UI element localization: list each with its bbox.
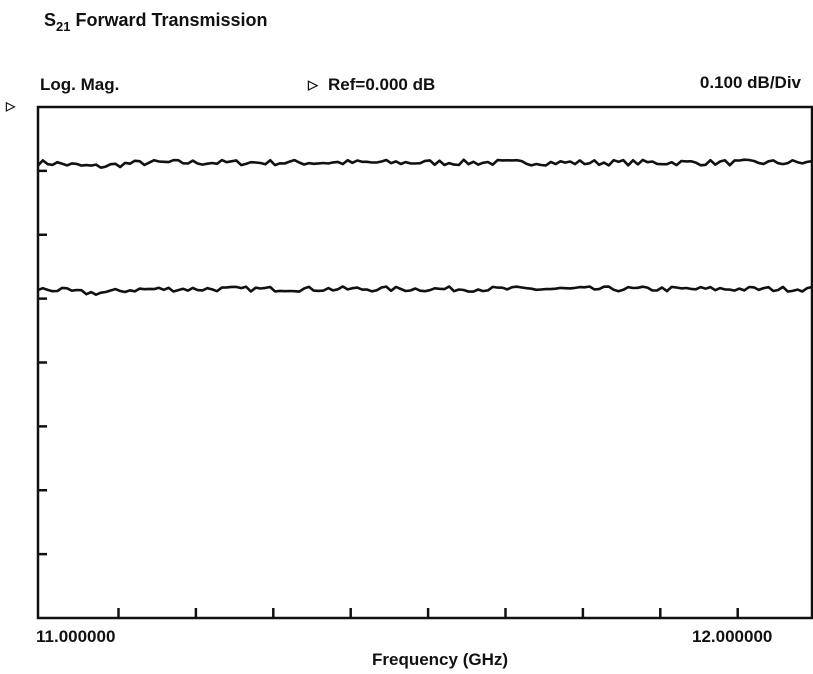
chart-title: S21 Forward Transmission xyxy=(44,10,268,34)
title-rest: Forward Transmission xyxy=(75,10,268,30)
x-ticks xyxy=(117,608,739,618)
traces xyxy=(37,158,813,296)
reference-text: Ref=0.000 dB xyxy=(328,75,436,94)
plot-frame xyxy=(36,105,813,620)
reference-position-icon: ▷ xyxy=(6,99,16,113)
title-subscript: 21 xyxy=(56,19,71,34)
reference-triangle-icon: ▷ xyxy=(308,77,318,92)
y-ticks xyxy=(38,169,47,556)
scale-label: 0.100 dB/Div xyxy=(699,73,801,92)
reference-label: ▷ Ref=0.000 dB xyxy=(308,75,435,95)
x-tick-label-max: 12.000000 xyxy=(692,627,773,646)
x-axis-label: Frequency (GHz) xyxy=(372,650,509,669)
trace-line-1 xyxy=(37,158,813,169)
format-label: Log. Mag. xyxy=(40,75,120,94)
title-s: S xyxy=(44,10,57,30)
trace-line-2 xyxy=(37,285,813,296)
x-tick-label-min: 11.000000 xyxy=(36,627,116,646)
